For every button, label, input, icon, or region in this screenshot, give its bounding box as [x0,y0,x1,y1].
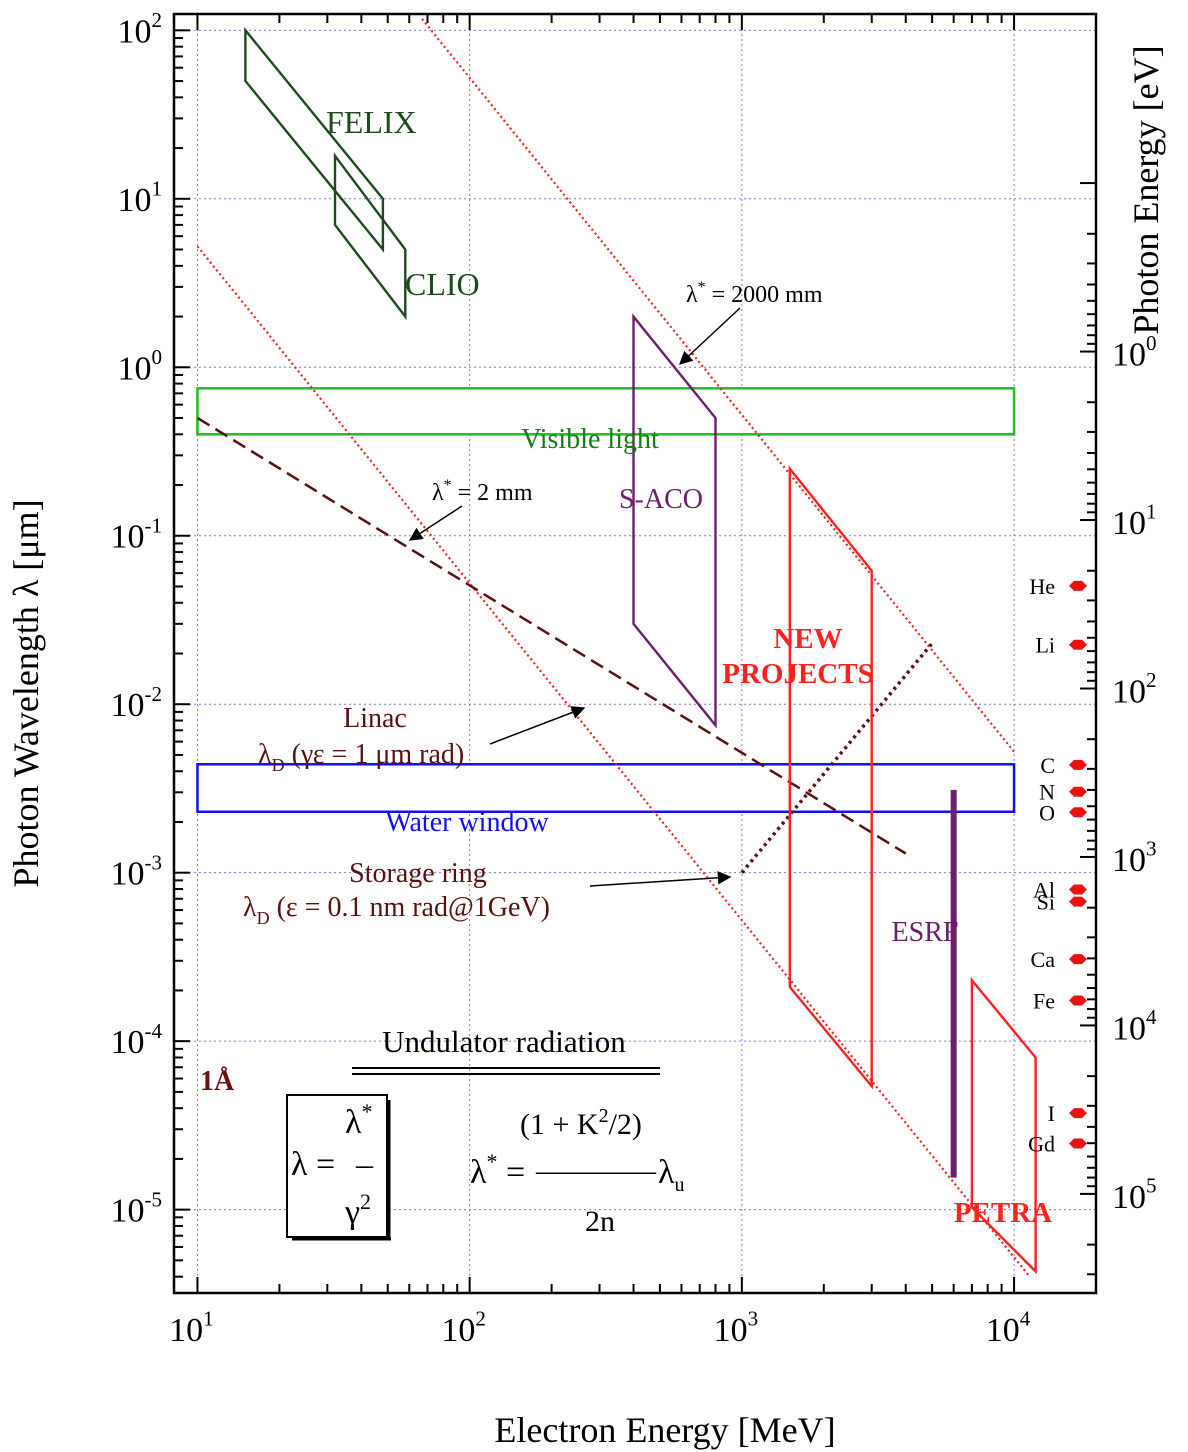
region-s-aco [632,313,717,729]
annotations: FELIX CLIO λ* = 2000 mm λ* = 2 mm S-ACO Visib… [200,104,1052,1241]
element-label-n: N [1039,780,1055,805]
label-lambda-2: λ* = 2 mm [432,477,533,506]
label-projects: PROJECTS [722,658,873,690]
formula1-numerator: λ* [345,1099,373,1141]
label-new: NEW [773,623,842,655]
element-marker-ca [1069,954,1087,965]
right-tick-label: 102 [1112,668,1157,710]
label-storage-ring-formula: λD (ε = 0.1 nm rad@1GeV) [243,892,550,928]
ref-line-linac [196,416,907,855]
element-marker-fe [1069,995,1087,1006]
ref-line--2000-mm [421,18,1015,753]
element-marker-li [1069,639,1087,650]
formula1-lhs: λ = [291,1146,335,1183]
label-linac: Linac [343,703,407,734]
element-marker-he [1069,580,1087,591]
band-water-window [196,763,1016,813]
right-axis-title: Photon Energy [eV] [1126,45,1166,334]
ref-line--2-mm [196,245,1030,1276]
region-petra [970,976,1037,1275]
axes: 101 102 103 104 102 101 100 10-1 10-2 10-3 10-4 10-… [6,8,1166,1450]
element-label-o: O [1039,800,1055,825]
label-esrf: ESRF [892,917,959,948]
element-label-li: Li [1035,633,1055,658]
label-1-angstrom: 1Å [200,1066,235,1097]
arrow-lambda-2 [408,505,463,541]
regions [244,26,1037,1275]
y-tick-label: 10-1 [110,513,162,555]
formula2-lambda-u: λu [658,1154,685,1196]
label-clio: CLIO [405,266,480,302]
element-marker-al [1069,884,1087,895]
arrow-linac [489,706,586,745]
formula2-numerator: (1 + K2/2) [520,1105,642,1141]
x-axis-title: Electron Energy [MeV] [494,1410,835,1450]
x-tick-label: 104 [986,1307,1031,1349]
element-label-gd: Gd [1028,1132,1055,1157]
arrow-lambda-2000 [679,307,741,365]
element-label-c: C [1040,753,1055,778]
y-tick-label: 100 [117,345,162,387]
element-marker-c [1069,759,1087,770]
region-clio [333,152,407,321]
reference-lines [196,18,1030,1276]
region-felix [244,26,385,253]
formula2-denominator: 2n [585,1205,615,1238]
arrow-storage-ring [589,871,732,887]
element-label-he: He [1029,574,1055,599]
formula1-denominator: γ2 [344,1189,371,1231]
formula-box [286,1094,388,1238]
label-lambda-2000: λ* = 2000 mm [686,279,823,308]
formula2-lhs: λ* = [470,1149,525,1191]
x-tick-label: 102 [441,1307,486,1349]
bands [196,387,1016,813]
label-s-aco: S-ACO [619,484,703,515]
label-linac-formula: λD (γε = 1 μm rad) [258,739,464,775]
right-tick-label: 104 [1112,1005,1157,1047]
right-tick-label: 105 [1112,1174,1157,1216]
y-tick-label: 10-5 [110,1187,162,1229]
label-undulator-title: Undulator radiation [382,1024,626,1059]
right-tick-label: 100 [1112,331,1157,373]
element-label-si: Si [1037,890,1055,915]
element-marker-si [1069,896,1087,907]
label-storage-ring: Storage ring [349,858,487,889]
y-tick-label: 102 [117,8,162,50]
y-tick-label: 10-3 [110,850,162,892]
element-label-fe: Fe [1033,988,1055,1013]
band-visible-light [196,387,1016,436]
x-tick-label: 103 [714,1307,759,1349]
element-marker-gd [1069,1138,1087,1149]
label-visible-light: Visible light [521,424,659,455]
label-felix: FELIX [326,104,417,140]
y-tick-label: 101 [117,176,162,218]
element-label-al: Al [1033,877,1055,902]
element-marker-i [1069,1108,1087,1119]
ref-line-storage-ring [740,642,934,874]
element-marker-n [1069,786,1087,797]
label-petra: PETRA [954,1197,1052,1229]
label-water-window: Water window [385,807,549,838]
right-tick-label: 103 [1112,837,1157,879]
x-tick-label: 101 [169,1307,214,1349]
element-label-i: I [1048,1101,1055,1126]
element-marker-o [1069,807,1087,818]
formula1-dash: – [355,1146,374,1183]
grid-lines [174,14,1096,1293]
element-label-ca: Ca [1031,947,1056,972]
y-tick-label: 10-2 [110,682,162,724]
region-new [788,465,873,1090]
right-tick-label: 101 [1112,500,1157,542]
y-axis-title: Photon Wavelength λ [μm] [6,499,46,887]
y-tick-label: 10-4 [110,1019,162,1061]
formula2-bar: –––––––– [535,1154,657,1187]
